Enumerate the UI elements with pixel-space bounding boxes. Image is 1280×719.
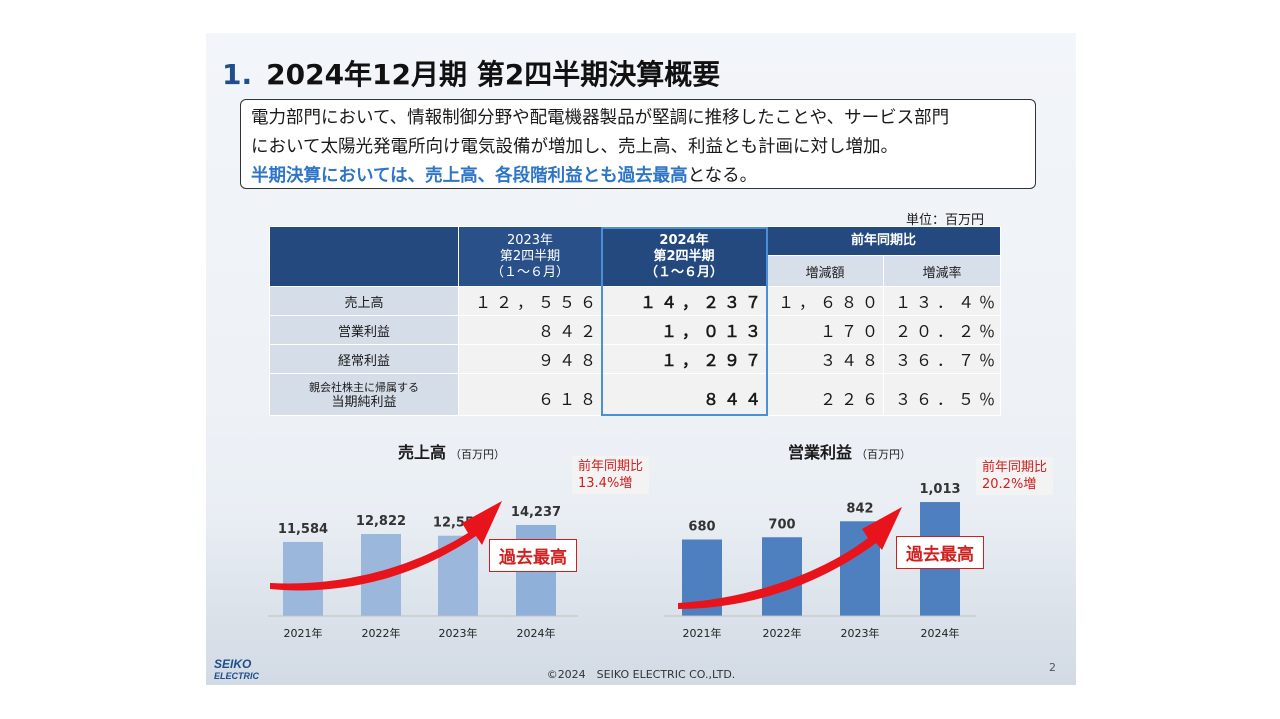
op-category-label: 2021年 [683, 626, 722, 640]
logo-line-2: ELECTRIC [214, 671, 260, 681]
table-row: 営業利益 ８４２ １，０１３ １７０ ２０．２％ [269, 315, 1001, 345]
table-row: 売上高 １２，５５６ １４，２３７ １，６８０ １３．４％ [269, 286, 1001, 316]
op-value-label: 1,013 [919, 482, 960, 497]
sales-yoy-note: 前年同期比 13.4%増 [572, 456, 650, 494]
financial-table: 2023年 第2四半期 （１～６月） 2024年 第2四半期 （１～６月） 前年… [269, 225, 1001, 416]
header-current: 2024年 第2四半期 （１～６月） [601, 226, 767, 287]
header-diff: 増減額 [766, 255, 884, 287]
header-prev-quarter: 第2四半期 [499, 248, 561, 264]
row-rate: ２０．２％ [883, 315, 1001, 345]
summary-highlight: 半期決算においては、売上高、各段階利益とも過去最高 [251, 166, 688, 186]
header-cur-year: 2024年 [659, 232, 709, 248]
summary-line-3: 半期決算においては、売上高、各段階利益とも過去最高となる。 [251, 162, 1025, 191]
sales-chart-unit: （百万円） [450, 448, 506, 461]
sales-yoy-line-1: 前年同期比 [578, 459, 644, 474]
row-diff: ３４８ [766, 344, 884, 374]
op-category-label: 2024年 [921, 626, 960, 640]
sales-category-label: 2021年 [284, 626, 323, 640]
row-label: 親会社株主に帰属する 当期純利益 [269, 373, 459, 416]
summary-box: 電力部門において、情報制御分野や配電機器製品が堅調に推移したことや、サービス部門… [240, 99, 1036, 189]
row-diff: １，６８０ [766, 286, 884, 316]
op-yoy-line-1: 前年同期比 [982, 460, 1048, 475]
page-title: 1. 2024年12月期 第2四半期決算概要 [222, 53, 720, 93]
sales-value-label: 11,584 [278, 522, 328, 537]
sales-yoy-line-2: 13.4%増 [578, 476, 633, 491]
op-category-label: 2023年 [841, 626, 880, 640]
header-prev-year: 2023年 [506, 232, 554, 248]
op-growth-arrow [678, 507, 902, 609]
op-record-badge: 過去最高 [896, 536, 984, 569]
sales-value-label: 14,237 [511, 505, 561, 520]
row-cur: １，０１３ [601, 315, 767, 345]
row-diff: １７０ [766, 315, 884, 345]
row-label: 売上高 [269, 286, 459, 316]
op-category-label: 2022年 [763, 626, 802, 640]
header-rate: 増減率 [883, 255, 1001, 287]
sales-bar-chart: 11,5842021年12,8222022年12,5562023年14,2372… [268, 482, 976, 640]
op-yoy-note: 前年同期比 20.2%増 [976, 457, 1054, 495]
table-row: 親会社株主に帰属する 当期純利益 ６１８ ８４４ ２２６ ３６．５％ [269, 373, 1001, 416]
row-label-line-2: 当期純利益 [331, 394, 397, 410]
row-label: 経常利益 [269, 344, 459, 374]
header-prev: 2023年 第2四半期 （１～６月） [458, 226, 602, 287]
row-prev: ９４８ [458, 344, 602, 374]
sales-record-badge: 過去最高 [489, 539, 577, 572]
unit-label: 単位：百万円 [906, 213, 985, 228]
title-number: 1. [222, 58, 253, 91]
row-prev: ６１８ [458, 373, 602, 416]
row-cur: ８４４ [601, 373, 767, 416]
row-cur: １，２９７ [601, 344, 767, 374]
header-yoy: 前年同期比 [766, 225, 1001, 257]
sales-category-label: 2022年 [362, 626, 401, 640]
row-cur: １４，２３７ [601, 286, 767, 316]
sales-category-label: 2024年 [517, 626, 556, 640]
header-cur-period: （１～６月） [644, 264, 723, 280]
summary-line-2: において太陽光発電所向け電気設備が増加し、売上高、利益とも計画に対し増加。 [251, 137, 898, 157]
summary-line-1: 電力部門において、情報制御分野や配電機器製品が堅調に推移したことや、サービス部門 [251, 108, 950, 128]
row-label-line-1: 親会社株主に帰属する [309, 380, 419, 394]
row-rate: ３６．７％ [883, 344, 1001, 374]
op-yoy-line-2: 20.2%増 [982, 477, 1037, 492]
op-value-label: 700 [768, 517, 795, 532]
sales-value-label: 12,822 [356, 514, 406, 529]
op-chart-title-text: 営業利益 [788, 443, 853, 462]
row-rate: ３６．５％ [883, 373, 1001, 416]
sales-category-label: 2023年 [439, 626, 478, 640]
op-chart-title: 営業利益 （百万円） [788, 439, 911, 463]
op-value-label: 680 [688, 520, 715, 535]
row-rate: １３．４％ [883, 286, 1001, 316]
header-prev-period: （１～６月） [490, 264, 569, 280]
sales-bar [283, 541, 323, 616]
logo-line-1: SEIKO [214, 657, 252, 671]
table-row: 経常利益 ９４８ １，２９７ ３４８ ３６．７％ [269, 344, 1001, 374]
op-bar [762, 537, 802, 616]
row-label: 営業利益 [269, 315, 459, 345]
summary-rest: となる。 [687, 166, 758, 186]
sales-chart-title: 売上高 （百万円） [398, 439, 505, 463]
copyright: ©2024 SEIKO ELECTRIC CO.,LTD. [546, 668, 736, 681]
op-value-label: 842 [846, 501, 873, 516]
sales-growth-arrow [270, 501, 502, 591]
slide: 1. 2024年12月期 第2四半期決算概要 電力部門において、情報制御分野や配電… [206, 33, 1076, 685]
title-text: 2024年12月期 第2四半期決算概要 [266, 58, 721, 91]
header-blank [269, 226, 459, 287]
seiko-electric-logo: SEIKO ELECTRIC [214, 657, 260, 681]
header-cur-quarter: 第2四半期 [653, 248, 715, 264]
op-chart-unit: （百万円） [856, 448, 912, 461]
page-number: 2 [1049, 661, 1056, 674]
row-prev: １２，５５６ [458, 286, 602, 316]
sales-chart-title-text: 売上高 [398, 443, 447, 462]
